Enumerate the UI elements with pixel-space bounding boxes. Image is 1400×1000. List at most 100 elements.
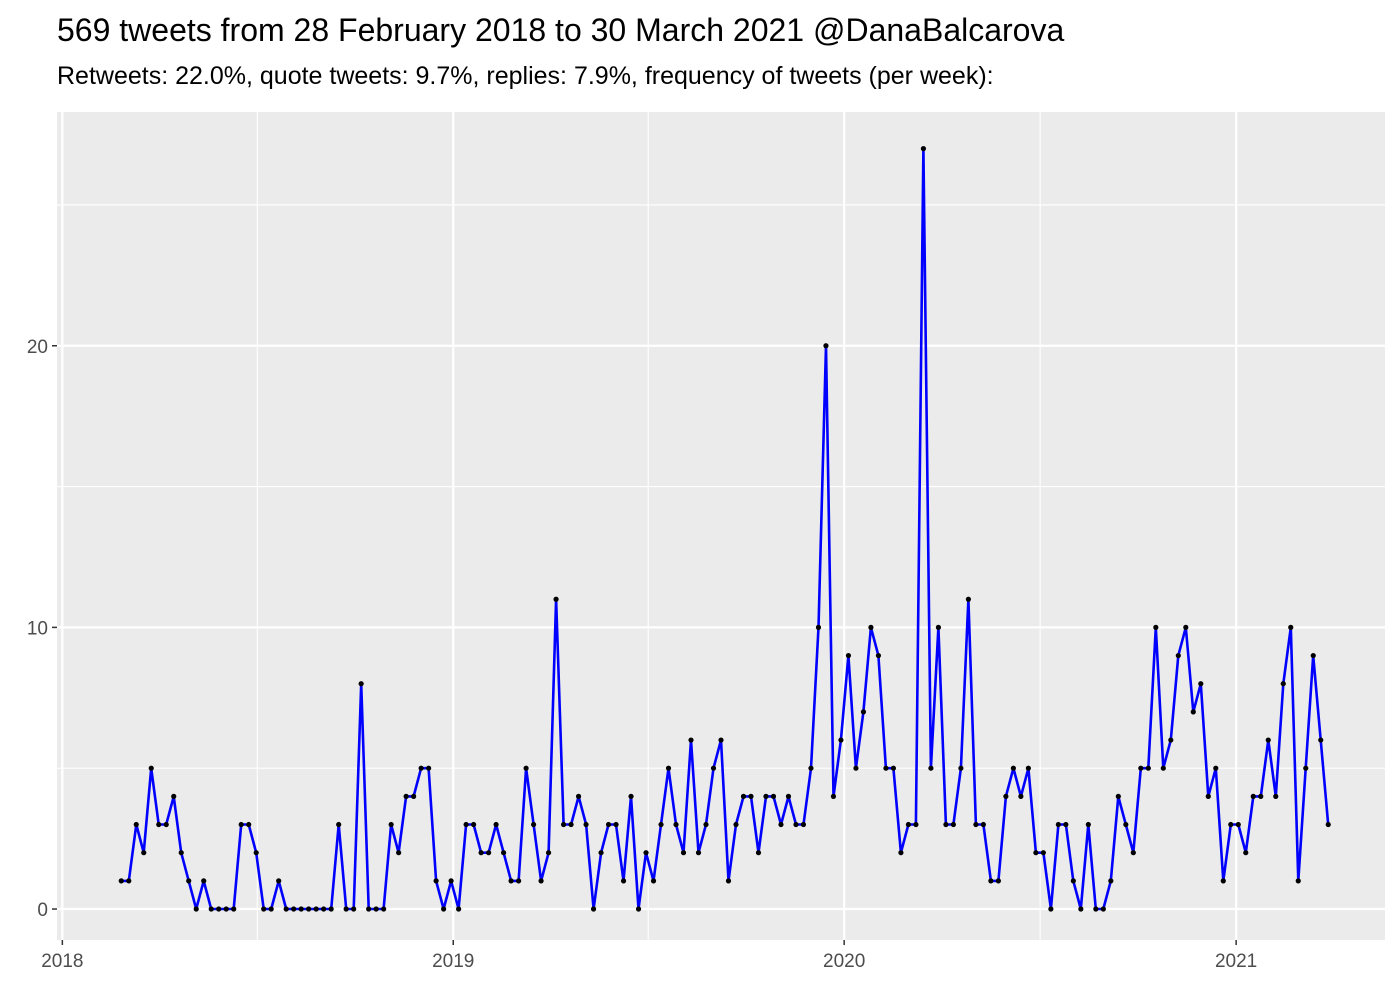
gridlines [57,112,1385,940]
data-point [261,906,267,912]
data-point [456,906,462,912]
data-point [433,878,439,884]
data-point [1123,821,1129,828]
data-point [291,906,297,912]
data-point [778,821,784,828]
data-point [426,765,432,771]
data-point [1145,765,1151,771]
data-point [1085,821,1091,828]
x-tick-label: 2021 [1215,951,1257,972]
data-point [1070,878,1076,884]
data-point [1108,878,1114,884]
data-point [1010,765,1016,771]
data-point [688,737,694,743]
data-point [605,821,612,828]
data-point [418,765,424,771]
data-point [860,709,867,715]
data-point [1250,793,1256,799]
data-point [703,821,709,828]
data-point [665,765,672,771]
data-point [1048,906,1054,912]
data-point [875,652,882,659]
data-point [246,821,252,828]
data-point [508,878,514,884]
data-point [1040,850,1046,856]
data-point [553,596,559,602]
data-point [1078,906,1084,912]
data-point [920,146,927,152]
data-point [538,878,544,884]
data-point [118,878,124,884]
data-point [628,793,634,799]
data-point [755,850,762,856]
data-point [1325,821,1331,828]
data-point [1220,878,1226,884]
data-point [253,850,259,856]
data-point [763,793,769,799]
data-point [1093,906,1099,912]
data-point [1160,765,1166,771]
data-point [583,821,589,828]
data-point [1153,624,1159,630]
data-point [1295,878,1301,884]
data-point [208,906,214,912]
data-point [1168,737,1174,743]
data-point [1018,793,1024,799]
data-point [223,906,229,912]
data-point [163,821,169,828]
data-point [238,821,244,828]
data-point [411,793,417,799]
data-point [935,624,942,630]
data-point [718,737,724,743]
data-point [306,906,312,912]
data-point [448,878,454,884]
data-point [620,878,627,884]
y-tick-label: 0 [37,900,48,921]
data-point [643,850,649,856]
data-point [853,765,859,771]
data-point [403,793,409,799]
data-point [388,821,394,828]
data-point [575,793,582,799]
data-point [905,821,912,828]
data-point [740,793,747,799]
data-point [785,793,792,799]
data-point [1228,821,1234,828]
data-point [1175,652,1181,659]
data-point [823,343,829,349]
data-point [808,765,814,771]
data-point [1130,850,1136,856]
data-point [868,624,874,630]
data-point [613,821,619,828]
data-point [441,906,447,912]
data-point [1280,681,1286,687]
data-point [1183,624,1189,630]
data-point [178,850,184,856]
data-point [830,793,837,799]
data-point [815,624,822,630]
data-point [845,652,852,659]
data-point [1063,821,1069,828]
data-point [193,906,199,912]
data-point [770,793,777,799]
data-point [283,906,289,912]
data-point [1310,652,1316,659]
data-point [328,906,334,912]
data-point [298,906,304,912]
data-point [748,793,754,799]
data-point [838,737,844,743]
data-point [890,765,897,771]
data-point [1265,737,1271,743]
data-point [336,821,342,828]
data-point [733,821,739,828]
data-point [523,765,529,771]
plot-panel [57,112,1385,940]
data-point [156,821,162,828]
data-point [883,765,889,771]
data-point [658,821,664,828]
data-point [988,878,994,884]
data-point [381,906,387,912]
data-point [478,850,484,856]
data-point [358,681,364,687]
data-point [396,850,402,856]
